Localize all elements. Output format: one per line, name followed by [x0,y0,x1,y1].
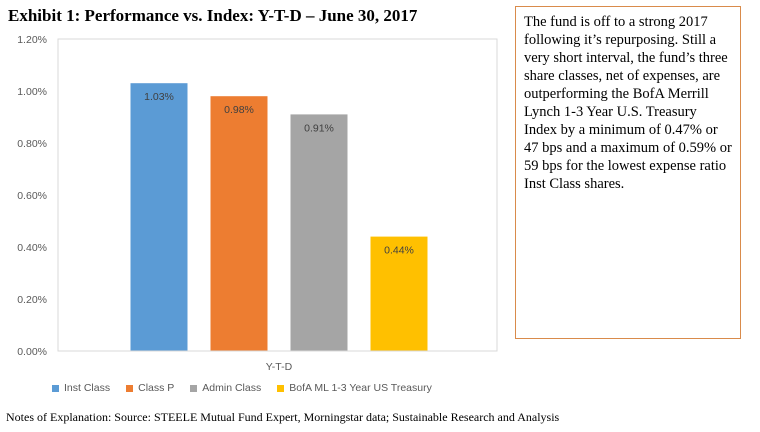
legend-swatch [126,384,134,392]
chart-title: Exhibit 1: Performance vs. Index: Y-T-D … [8,6,418,25]
data-label: 1.03% [144,91,174,103]
plot-area [57,38,498,352]
bar-1 [130,83,188,351]
y-tick-label: 1.00% [17,86,47,98]
x-category-label: Y-T-D [266,361,293,373]
legend-item: Class P [126,382,174,394]
legend-label: Admin Class [202,382,262,394]
bar-2 [210,96,268,351]
y-tick-label: 0.00% [17,346,47,358]
legend-item: Admin Class [190,382,261,394]
source-note: Notes of Explanation: Source: STEELE Mut… [6,410,560,424]
legend-swatch [52,384,59,392]
y-tick-label: 0.60% [17,190,47,202]
legend-swatch [190,384,198,392]
data-label: 0.98% [224,104,254,116]
commentary-box: The fund is off to a strong 2017 followi… [515,6,741,339]
legend-item: Inst Class [52,382,110,394]
legend-label: Inst Class [64,382,111,394]
legend-swatch [277,384,285,392]
y-tick-label: 0.40% [17,242,47,254]
y-tick-label: 0.80% [17,138,47,150]
data-label: 0.44% [384,245,414,257]
bar-3 [290,114,348,352]
y-tick-label: 0.20% [17,294,47,306]
legend-label: BofA ML 1-3 Year US Treasury [289,382,432,394]
legend-item: BofA ML 1-3 Year US Treasury [277,382,432,394]
chart-legend: Inst Class Class P Admin Class BofA ML 1-3 … [52,380,448,396]
legend-label: Class P [138,382,175,394]
data-label: 0.91% [304,122,334,134]
y-tick-label: 1.20% [17,34,47,46]
bar-4 [370,236,428,351]
bar-chart: 0.00% 0.20% 0.40% 0.60% 0.80% 1.00% 1.20% 1.03%… [17,34,498,373]
